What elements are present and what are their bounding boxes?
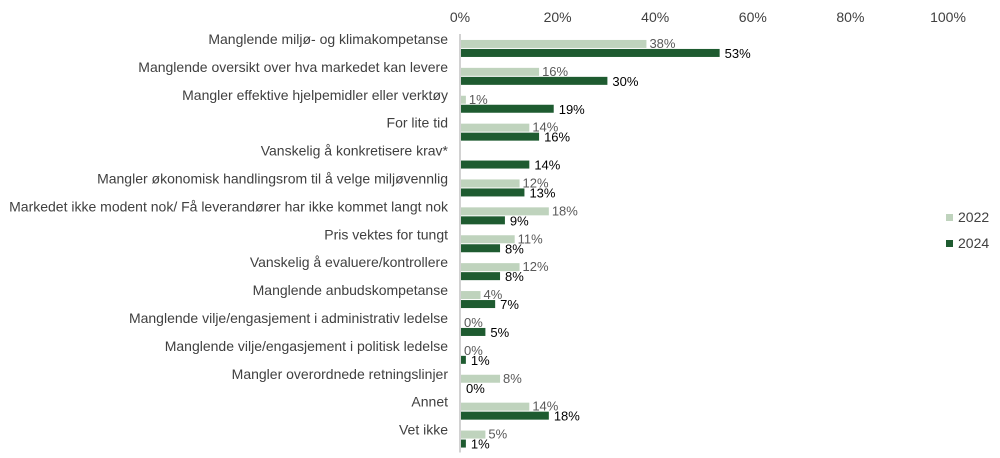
category-label: Manglende vilje/engasjement i politisk l…	[165, 338, 448, 354]
bar-2022	[461, 235, 515, 244]
bar-2022	[461, 402, 530, 411]
data-label-2024: 8%	[505, 241, 524, 256]
category-label: Mangler effektive hjelpemidler eller ver…	[182, 87, 448, 103]
data-label-2024: 1%	[471, 437, 490, 452]
data-label-2022: 4%	[484, 287, 503, 302]
data-label-2024: 53%	[725, 46, 751, 61]
bar-2024	[461, 300, 496, 309]
category-label: Manglende miljø- og klimakompetanse	[208, 31, 448, 47]
data-label-2022: 0%	[464, 343, 483, 358]
category-label: Vanskelig å konkretisere krav*	[261, 143, 449, 159]
data-label-2022: 18%	[552, 203, 578, 218]
bar-2024	[461, 355, 466, 364]
data-label-2022: 38%	[649, 36, 675, 51]
category-label: Manglende anbudskompetanse	[253, 282, 449, 298]
x-axis-ticks: 0% 20% 40% 60% 80% 100%	[450, 9, 966, 25]
data-label-2024: 5%	[490, 325, 509, 340]
legend: 2022 2024	[946, 209, 989, 251]
bar-2024	[461, 439, 466, 448]
category-label: Markedet ikke modent nok/ Få leverandøre…	[9, 198, 449, 214]
category-label: Mangler overordnede retningslinjer	[232, 366, 449, 382]
x-tick-label: 0%	[450, 9, 470, 25]
data-label-2022: 16%	[542, 64, 568, 79]
bar-2022	[461, 430, 486, 439]
data-label-2024: 7%	[500, 297, 519, 312]
data-label-2024: 0%	[466, 381, 485, 396]
data-label-2022: 8%	[503, 371, 522, 386]
data-label-2024: 8%	[505, 269, 524, 284]
data-label-2022: 0%	[464, 315, 483, 330]
data-label-2024: 19%	[559, 102, 585, 117]
legend-label-2022: 2022	[958, 209, 989, 225]
data-label-2024: 14%	[534, 158, 560, 173]
data-label-2022: 12%	[523, 175, 549, 190]
data-label-2022: 5%	[488, 427, 507, 442]
bar-2024	[461, 76, 608, 85]
x-tick-label: 60%	[739, 9, 767, 25]
x-tick-label: 40%	[641, 9, 669, 25]
data-label-2024: 1%	[471, 353, 490, 368]
data-label-2022: 11%	[518, 231, 543, 246]
bars: 38%53%16%30%1%19%14%16%14%12%13%18%9%11%…	[461, 36, 751, 452]
bar-2022	[461, 263, 520, 272]
bar-2024	[461, 104, 554, 113]
x-tick-label: 80%	[836, 9, 864, 25]
x-tick-label: 20%	[544, 9, 572, 25]
bar-2024	[461, 132, 540, 141]
bar-2024	[461, 48, 720, 57]
bar-2024	[461, 160, 530, 169]
bar-2022	[461, 95, 466, 104]
data-label-2024: 18%	[554, 409, 580, 424]
bar-2022	[461, 179, 520, 188]
bar-2022	[461, 123, 530, 132]
data-label-2024: 9%	[510, 213, 529, 228]
data-label-2022: 14%	[532, 120, 558, 135]
bar-2022	[461, 67, 540, 76]
category-label: Pris vektes for tungt	[324, 226, 448, 242]
category-label: Manglende vilje/engasjement i administra…	[129, 310, 448, 326]
legend-label-2024: 2024	[958, 235, 989, 251]
bar-2024	[461, 244, 501, 253]
category-label: Vanskelig å evaluere/kontrollere	[250, 254, 448, 270]
bar-2022	[461, 39, 647, 48]
bar-2022	[461, 207, 549, 216]
data-label-2022: 12%	[523, 259, 549, 274]
bar-2022	[461, 291, 481, 300]
category-label: Annet	[411, 394, 448, 410]
data-label-2022: 14%	[532, 399, 558, 414]
category-label: Vet ikke	[399, 422, 448, 438]
bar-2024	[461, 411, 549, 420]
bar-2024	[461, 272, 501, 281]
category-label: For lite tid	[387, 115, 448, 131]
bar-2024	[461, 188, 525, 197]
legend-swatch-2024	[946, 240, 953, 247]
category-label: Mangler økonomisk handlingsrom til å vel…	[97, 170, 448, 186]
bar-2024	[461, 216, 505, 225]
data-label-2024: 30%	[612, 74, 638, 89]
x-tick-label: 100%	[930, 9, 966, 25]
data-label-2024: 13%	[529, 185, 555, 200]
category-labels: Manglende miljø- og klimakompetanse Mangl…	[9, 31, 449, 438]
bar-2022	[461, 374, 501, 383]
bar-2024	[461, 327, 486, 336]
category-label: Manglende oversikt over hva markedet kan…	[138, 59, 448, 75]
legend-swatch-2022	[946, 214, 953, 221]
data-label-2024: 16%	[544, 130, 570, 145]
data-label-2022: 1%	[469, 92, 488, 107]
